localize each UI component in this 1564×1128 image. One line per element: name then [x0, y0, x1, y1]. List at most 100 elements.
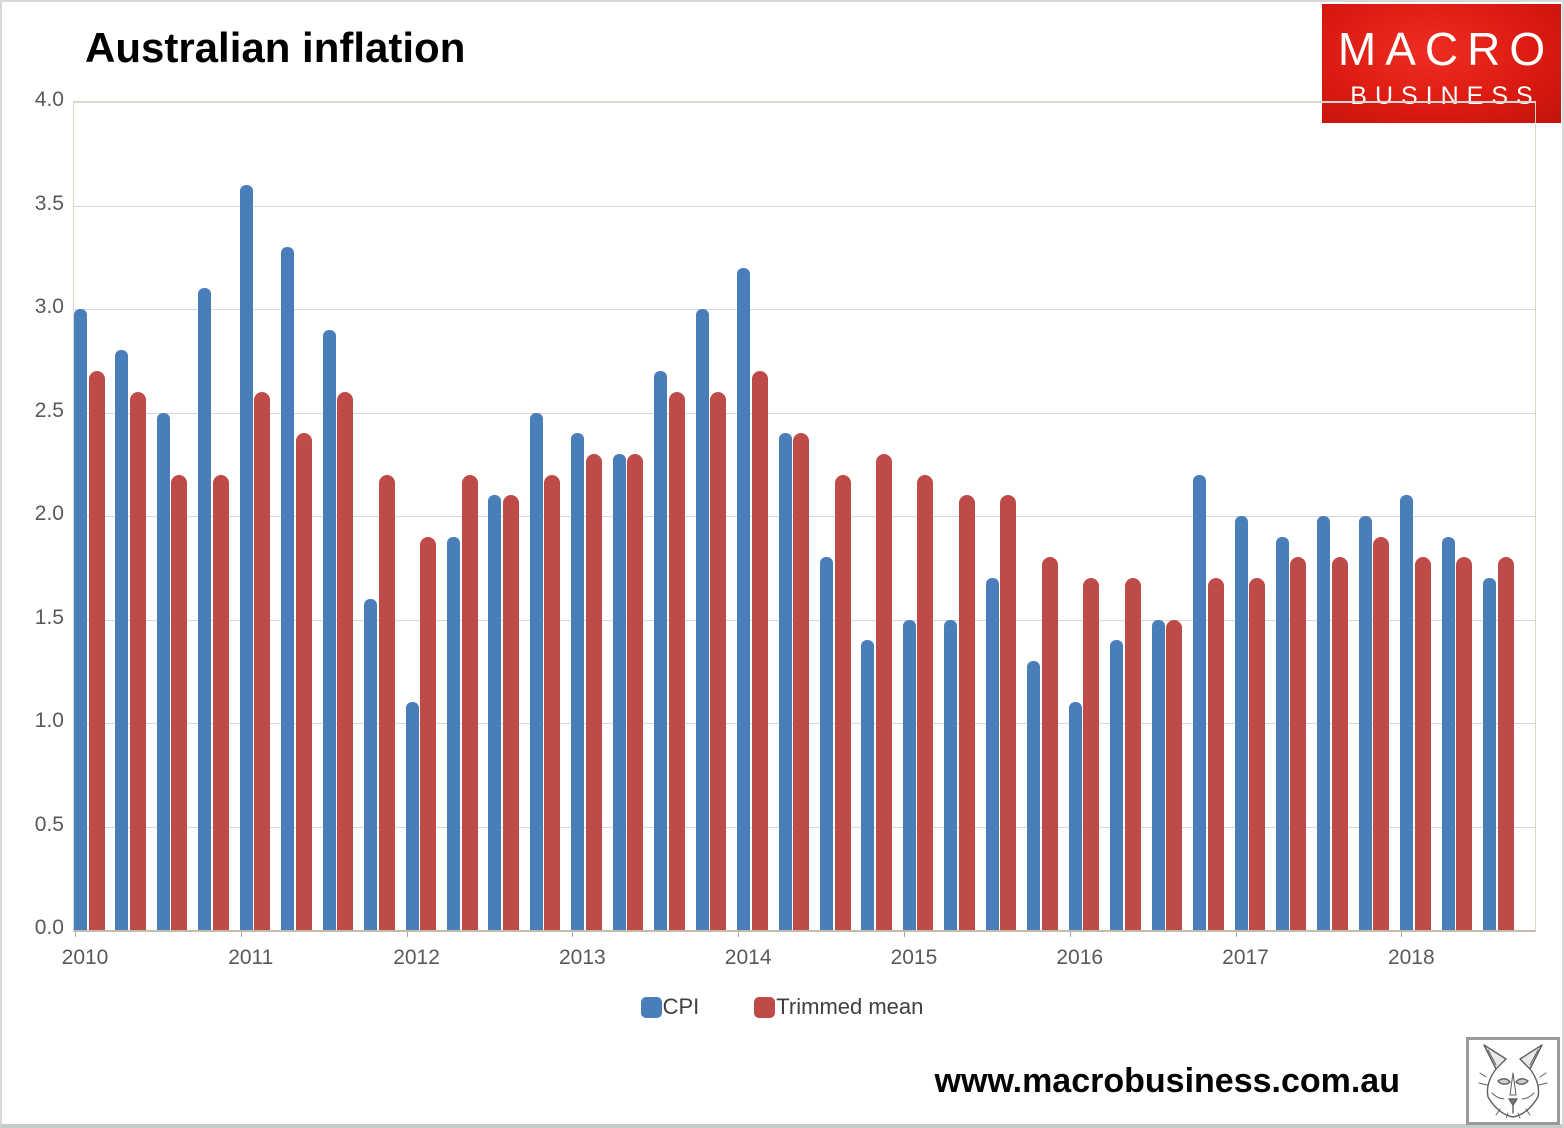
x-axis-label-2016: 2016: [1056, 946, 1104, 969]
logo-text-business: BUSINESS: [1350, 82, 1541, 110]
x-axis-label-2015: 2015: [890, 946, 938, 969]
bar-cpi-2016-q4: [1193, 474, 1207, 930]
bar-trimmed-2014-q4: [875, 453, 892, 930]
x-axis-tick-2016: [1069, 932, 1071, 937]
bar-cpi-2015-q4: [1027, 660, 1041, 930]
x-axis-tick-2012: [406, 932, 408, 937]
bar-trimmed-2015-q4: [1041, 557, 1058, 930]
bar-trimmed-2012-q4: [544, 474, 561, 930]
macrobusiness-logo: MACRO BUSINESS: [1322, 4, 1561, 123]
bar-trimmed-2018-q1: [1414, 557, 1431, 930]
x-axis-label-2010: 2010: [61, 946, 109, 969]
bar-trimmed-2010-q4: [212, 474, 229, 930]
bar-trimmed-2011-q3: [337, 391, 354, 930]
bar-cpi-2011-q2: [281, 246, 295, 930]
fox-logo: [1466, 1037, 1560, 1125]
y-axis-label-3.0: 3.0: [34, 295, 64, 318]
bar-trimmed-2010-q1: [88, 371, 105, 930]
bar-trimmed-2015-q3: [1000, 495, 1017, 930]
x-axis-label-2014: 2014: [724, 946, 772, 969]
bar-cpi-2017-q4: [1358, 516, 1372, 930]
logo-text-macro: MACRO: [1337, 23, 1555, 75]
bar-trimmed-2011-q2: [295, 433, 312, 930]
gridline-y-4.0: [74, 102, 1535, 103]
website-url: www.macrobusiness.com.au: [934, 1062, 1400, 1100]
bar-cpi-2015-q3: [985, 578, 999, 930]
legend-label-cpi: CPI: [662, 994, 700, 1019]
bar-cpi-2013-q2: [612, 453, 626, 930]
y-axis-label-0.0: 0.0: [34, 916, 64, 939]
x-axis-label-2018: 2018: [1387, 946, 1435, 969]
bar-cpi-2016-q2: [1110, 640, 1124, 930]
x-axis-label-2013: 2013: [559, 946, 606, 969]
bar-cpi-2018-q2: [1441, 536, 1455, 930]
bar-cpi-2013-q3: [654, 371, 668, 930]
bar-trimmed-2010-q3: [171, 474, 188, 930]
bar-trimmed-2013-q2: [627, 453, 644, 930]
x-axis-tick-2010: [75, 932, 76, 937]
bar-trimmed-2011-q4: [378, 474, 395, 930]
bar-trimmed-2014-q2: [793, 433, 810, 930]
bar-cpi-2013-q4: [695, 309, 709, 930]
bar-cpi-2010-q3: [156, 412, 170, 930]
bar-cpi-2012-q3: [488, 495, 502, 930]
bar-trimmed-2014-q3: [834, 474, 851, 930]
bar-trimmed-2015-q1: [917, 474, 934, 930]
legend-label-trimmed-mean: Trimmed mean: [776, 994, 924, 1019]
gridline-y-2.5: [74, 412, 1535, 414]
bar-trimmed-2017-q1: [1249, 578, 1265, 930]
bar-cpi-2018-q3: [1483, 578, 1497, 930]
bar-cpi-2010-q4: [198, 288, 212, 930]
x-axis-tick-2014: [738, 932, 740, 937]
bar-cpi-2012-q1: [405, 702, 419, 930]
gridline-y-3.0: [74, 309, 1535, 310]
bar-trimmed-2016-q1: [1083, 578, 1100, 930]
bar-cpi-2016-q3: [1151, 619, 1165, 930]
legend-entry-cpi: CPI: [640, 994, 700, 1020]
bar-trimmed-2016-q4: [1207, 578, 1224, 930]
x-axis-label-2012: 2012: [393, 946, 440, 969]
bar-trimmed-2016-q3: [1166, 619, 1183, 930]
gridline-y-3.5: [74, 205, 1535, 207]
bar-trimmed-2013-q4: [710, 391, 727, 930]
bar-trimmed-2018-q3: [1497, 557, 1514, 930]
bar-trimmed-2012-q1: [420, 536, 437, 930]
bar-trimmed-2013-q3: [668, 391, 685, 930]
y-axis-label-2.0: 2.0: [34, 502, 64, 525]
bar-trimmed-2014-q1: [751, 371, 768, 930]
legend-entry-trimmed-mean: Trimmed mean: [754, 994, 923, 1020]
bar-cpi-2017-q2: [1275, 536, 1289, 930]
bar-trimmed-2013-q1: [585, 453, 602, 930]
bar-trimmed-2011-q1: [254, 391, 271, 930]
bar-cpi-2013-q1: [571, 433, 585, 930]
bar-trimmed-2017-q2: [1290, 557, 1307, 930]
x-axis-label-2011: 2011: [228, 946, 274, 969]
bar-cpi-2012-q4: [529, 412, 543, 930]
bar-cpi-2011-q4: [364, 598, 378, 930]
bar-cpi-2016-q1: [1068, 702, 1082, 930]
legend-swatch-cpi-icon: [640, 996, 662, 1018]
bar-trimmed-2015-q2: [958, 495, 975, 930]
y-axis-label-4.0: 4.0: [34, 88, 64, 111]
y-axis-label-3.5: 3.5: [34, 191, 64, 215]
bar-trimmed-2017-q4: [1373, 536, 1390, 930]
bar-trimmed-2012-q2: [461, 474, 478, 930]
y-axis-label-2.5: 2.5: [34, 398, 64, 422]
y-axis-label-1.5: 1.5: [34, 605, 64, 629]
bar-cpi-2015-q1: [902, 619, 916, 930]
y-axis-label-1.0: 1.0: [34, 709, 64, 732]
bar-trimmed-2018-q2: [1456, 557, 1473, 930]
bar-cpi-2011-q3: [322, 329, 336, 930]
x-axis-tick-2018: [1401, 932, 1403, 937]
bar-cpi-2010-q2: [115, 350, 129, 930]
bar-cpi-2018-q1: [1400, 495, 1414, 930]
x-axis-tick-2013: [572, 932, 574, 937]
bar-cpi-2017-q3: [1317, 516, 1331, 930]
chart-title: Australian inflation: [85, 24, 466, 71]
x-axis-label-2017: 2017: [1222, 946, 1269, 969]
bar-trimmed-2010-q2: [129, 391, 146, 930]
x-axis-tick-2017: [1235, 932, 1237, 937]
bar-cpi-2014-q2: [778, 433, 792, 930]
chart-legend: CPI Trimmed mean: [2, 994, 1562, 1020]
